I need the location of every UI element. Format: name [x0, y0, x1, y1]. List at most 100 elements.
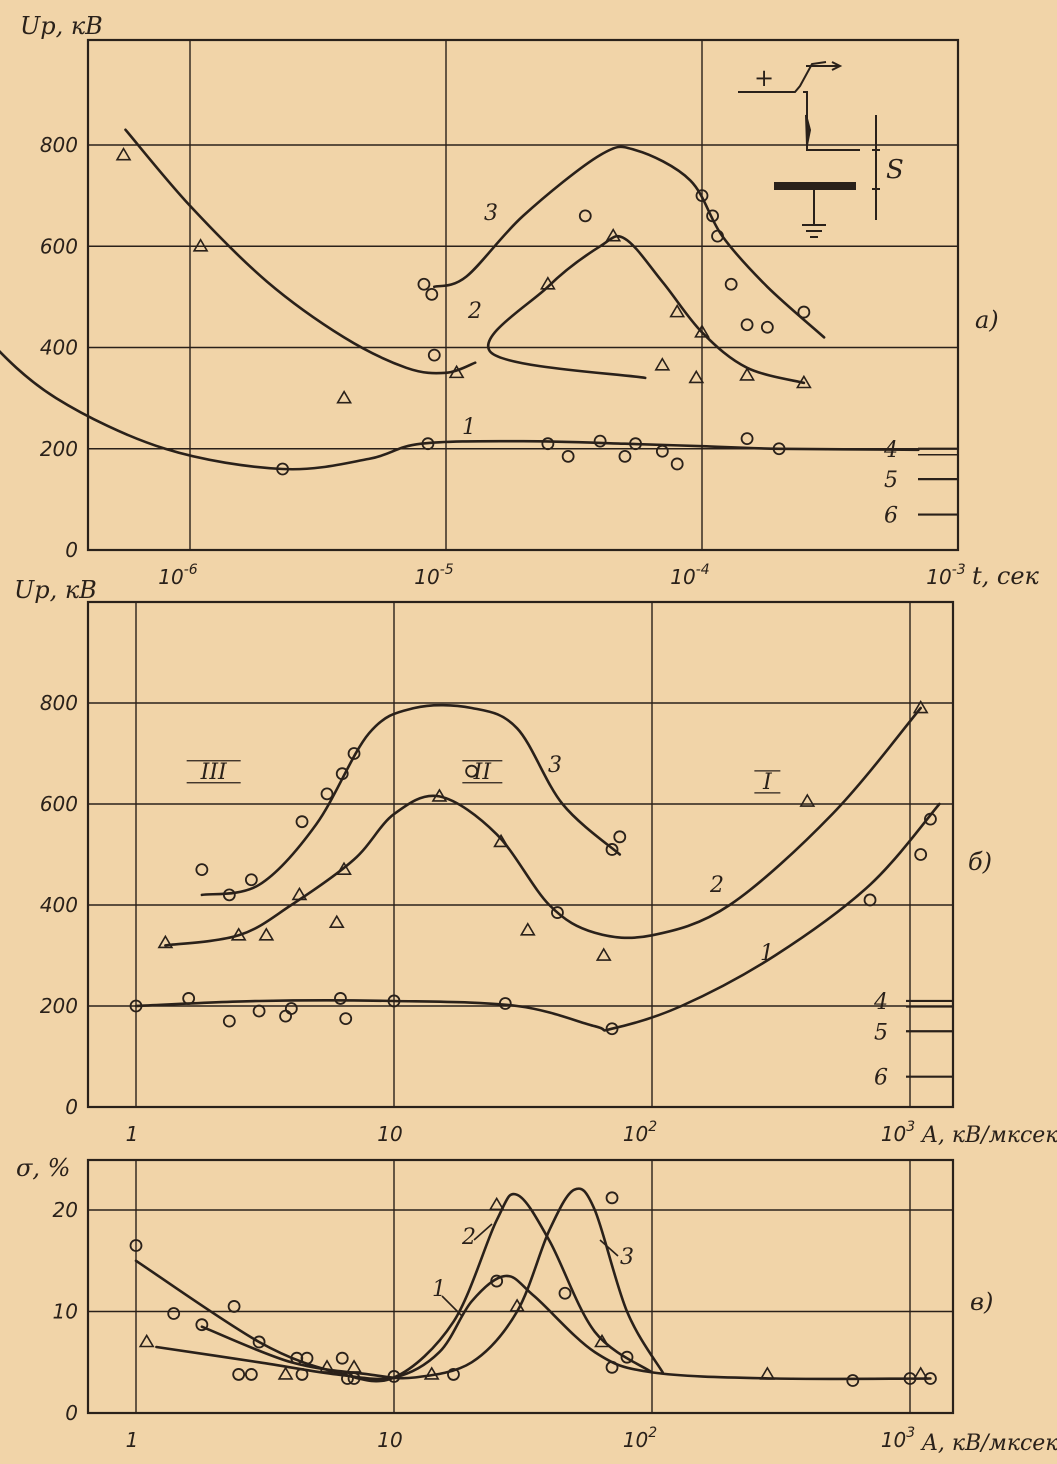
series-curve-2 [134, 1192, 654, 1383]
data-point-3 [605, 1191, 619, 1205]
y-tick-label: 0 [65, 538, 78, 562]
data-point-1 [605, 1022, 619, 1036]
series-curve-2 [487, 234, 806, 385]
data-point-1 [914, 848, 928, 861]
data-point-1 [232, 1368, 246, 1381]
series-curve-1 [0, 350, 920, 471]
ref-label-4: 4 [883, 438, 898, 463]
data-point-3 [295, 815, 309, 829]
data-point-2 [669, 303, 686, 318]
data-point-2 [277, 1366, 294, 1380]
series-curve-1 [134, 802, 941, 1032]
data-point-1 [129, 999, 143, 1013]
data-point-3 [417, 277, 431, 291]
data-point-2 [912, 699, 929, 714]
data-point-3 [465, 764, 479, 778]
axis-title-x: A, кВ/мксек [920, 1123, 1057, 1148]
series-curve-extra [124, 128, 477, 375]
x-tick-label: 10-5 [414, 562, 454, 589]
data-point-1 [387, 994, 401, 1008]
data-point-3 [605, 843, 619, 856]
series-label-3: 3 [484, 201, 498, 226]
data-point-1 [558, 1286, 572, 1300]
data-point-2 [519, 922, 536, 936]
y-tick-label: 200 [40, 994, 78, 1018]
data-point-1 [276, 462, 290, 476]
y-tick-label: 10 [53, 1300, 78, 1324]
data-point-extra [115, 147, 132, 161]
series-label-1: 1 [760, 941, 774, 966]
series-curve-1 [155, 1274, 932, 1381]
data-point-2 [539, 276, 556, 290]
data-point-1 [387, 1370, 401, 1383]
data-point-1 [772, 442, 786, 456]
y-tick-label: 0 [65, 1095, 78, 1119]
data-point-2 [448, 364, 465, 379]
data-point-3 [578, 209, 592, 223]
inset-plus: + [754, 64, 774, 92]
data-point-1 [740, 432, 754, 446]
data-point-2 [258, 927, 275, 941]
data-point-2 [654, 357, 671, 371]
plot-frame-c [86, 1158, 955, 1415]
data-point-3 [335, 767, 349, 781]
x-tick-label: 10-6 [158, 562, 198, 589]
data-point-1 [284, 1002, 298, 1015]
ref-label-5: 5 [884, 468, 898, 493]
series-curve-2 [164, 706, 922, 947]
y-tick-label: 400 [40, 893, 78, 917]
data-point-2 [336, 861, 352, 875]
data-point-1 [541, 437, 555, 451]
series-curve-3 [433, 145, 826, 339]
data-point-1 [244, 1368, 258, 1381]
data-point-1 [279, 1009, 292, 1023]
region-label-II: II [473, 760, 493, 785]
series-leader-1 [441, 1295, 463, 1317]
data-point-3 [711, 229, 724, 243]
series-label-2: 2 [709, 873, 724, 898]
x-tick-label: 10 [377, 1122, 402, 1146]
ref-label-4: 4 [873, 990, 888, 1015]
region-label-III: III [200, 760, 228, 785]
data-point-1 [924, 812, 937, 826]
data-point-1 [498, 997, 512, 1010]
data-point-2 [795, 374, 812, 389]
x-tick-label: 1 [126, 1428, 139, 1452]
data-point-2 [138, 1333, 155, 1348]
data-point-3 [797, 305, 811, 319]
data-point-2 [912, 1366, 929, 1380]
x-tick-label: 10-4 [670, 562, 709, 589]
data-point-2 [431, 788, 448, 802]
axis-title-y: σ, % [16, 1154, 70, 1182]
series-label-3: 3 [548, 753, 562, 778]
data-point-3 [425, 287, 439, 301]
data-point-1 [421, 437, 435, 451]
y-tick-label: 20 [53, 1198, 78, 1222]
data-point-2 [759, 1366, 776, 1380]
data-point-2 [688, 369, 705, 384]
series-label-2: 2 [467, 299, 482, 324]
data-point-2 [488, 1196, 505, 1211]
data-point-2 [605, 228, 622, 242]
data-point-1 [863, 893, 877, 907]
data-point-2 [739, 367, 755, 381]
data-point-1 [195, 1318, 209, 1332]
axis-title-y: Uр, кВ [20, 12, 103, 40]
y-tick-label: 400 [40, 336, 78, 360]
plot-frame-a [86, 38, 960, 552]
x-tick-label: 102 [623, 1119, 657, 1146]
data-point-3 [760, 320, 774, 334]
axis-title-x: t, сек [972, 562, 1040, 590]
data-point-1 [561, 449, 575, 463]
data-point-1 [490, 1274, 504, 1288]
y-tick-label: 800 [40, 691, 78, 715]
data-point-3 [222, 888, 236, 902]
ref-label-5: 5 [874, 1020, 888, 1045]
y-tick-label: 600 [40, 234, 78, 258]
data-point-3 [695, 189, 709, 203]
x-tick-label: 103 [881, 1119, 915, 1146]
data-point-3 [195, 863, 209, 877]
data-point-3 [427, 348, 441, 362]
data-point-3 [320, 787, 334, 801]
